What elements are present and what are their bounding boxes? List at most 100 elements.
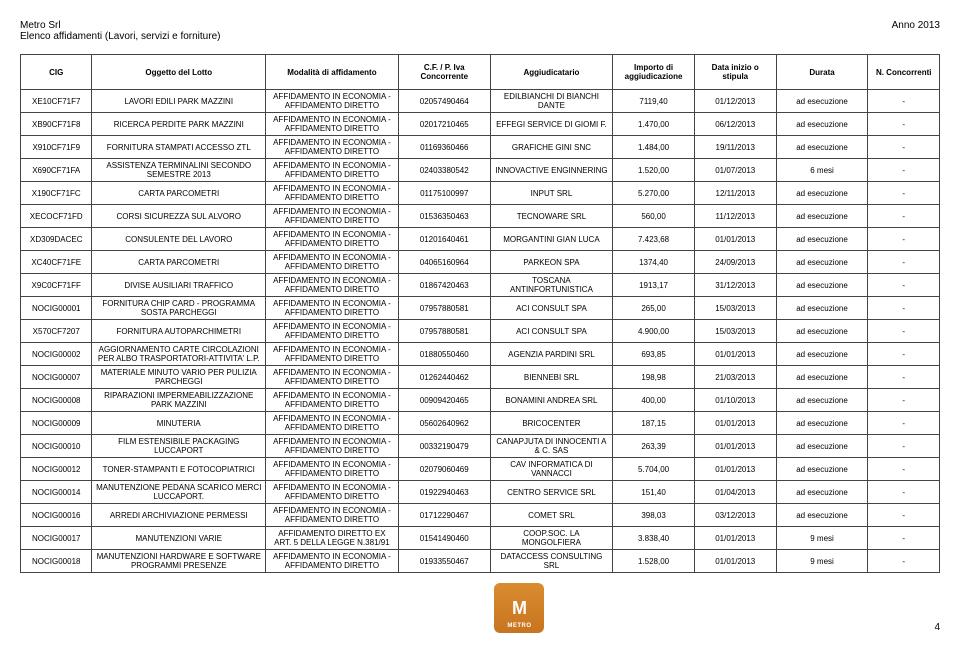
table-cell: - <box>868 297 940 320</box>
table-cell: CANAPJUTA DI INNOCENTI A & C. SAS <box>490 435 613 458</box>
table-cell: 02403380542 <box>398 159 490 182</box>
table-cell: MATERIALE MINUTO VARIO PER PULIZIA PARCH… <box>92 366 266 389</box>
table-cell: ad esecuzione <box>776 251 868 274</box>
table-cell: NOCIG00016 <box>21 504 92 527</box>
table-cell: 5.270,00 <box>613 182 695 205</box>
table-cell: CONSULENTE DEL LAVORO <box>92 228 266 251</box>
table-cell: MANUTENZIONI VARIE <box>92 527 266 550</box>
table-cell: EFFEGI SERVICE DI GIOMI F. <box>490 113 613 136</box>
table-cell: TECNOWARE SRL <box>490 205 613 228</box>
table-cell: DATACCESS CONSULTING SRL <box>490 550 613 573</box>
table-cell: 398,03 <box>613 504 695 527</box>
table-row: X910CF71F9FORNITURA STAMPATI ACCESSO ZTL… <box>21 136 940 159</box>
table-row: NOCIG00001FORNITURA CHIP CARD - PROGRAMM… <box>21 297 940 320</box>
table-cell: AFFIDAMENTO IN ECONOMIA - AFFIDAMENTO DI… <box>266 136 399 159</box>
table-cell: 6 mesi <box>776 159 868 182</box>
table-cell: - <box>868 159 940 182</box>
table-cell: FORNITURA CHIP CARD - PROGRAMMA SOSTA PA… <box>92 297 266 320</box>
table-cell: 01712290467 <box>398 504 490 527</box>
metro-logo: M METRO <box>494 583 544 633</box>
table-cell: CENTRO SERVICE SRL <box>490 481 613 504</box>
table-cell: NOCIG00017 <box>21 527 92 550</box>
table-cell: AFFIDAMENTO IN ECONOMIA - AFFIDAMENTO DI… <box>266 412 399 435</box>
table-cell: LAVORI EDILI PARK MAZZINI <box>92 90 266 113</box>
table-cell: MANUTENZIONI HARDWARE E SOFTWARE PROGRAM… <box>92 550 266 573</box>
table-cell: NOCIG00010 <box>21 435 92 458</box>
table-cell: - <box>868 412 940 435</box>
table-cell: AFFIDAMENTO IN ECONOMIA - AFFIDAMENTO DI… <box>266 90 399 113</box>
table-cell: AFFIDAMENTO IN ECONOMIA - AFFIDAMENTO DI… <box>266 504 399 527</box>
table-cell: X9C0CF71FF <box>21 274 92 297</box>
table-cell: RICERCA PERDITE PARK MAZZINI <box>92 113 266 136</box>
table-cell: 01201640461 <box>398 228 490 251</box>
table-cell: MORGANTINI GIAN LUCA <box>490 228 613 251</box>
table-row: NOCIG00016ARREDI ARCHIVIAZIONE PERMESSIA… <box>21 504 940 527</box>
table-cell: NOCIG00007 <box>21 366 92 389</box>
table-cell: 265,00 <box>613 297 695 320</box>
table-cell: ASSISTENZA TERMINALINI SECONDO SEMESTRE … <box>92 159 266 182</box>
table-cell: ad esecuzione <box>776 274 868 297</box>
table-cell: - <box>868 113 940 136</box>
table-cell: AFFIDAMENTO IN ECONOMIA - AFFIDAMENTO DI… <box>266 458 399 481</box>
table-body: XE10CF71F7LAVORI EDILI PARK MAZZINIAFFID… <box>21 90 940 573</box>
logo-m-glyph: M <box>512 598 527 618</box>
table-cell: 01/01/2013 <box>694 458 776 481</box>
table-cell: AFFIDAMENTO IN ECONOMIA - AFFIDAMENTO DI… <box>266 481 399 504</box>
table-cell: COOP.SOC. LA MONGOLFIERA <box>490 527 613 550</box>
table-cell: ad esecuzione <box>776 389 868 412</box>
table-cell: - <box>868 90 940 113</box>
table-cell: 02017210465 <box>398 113 490 136</box>
table-cell: 01/01/2013 <box>694 343 776 366</box>
table-cell: AFFIDAMENTO DIRETTO EX ART. 5 DELLA LEGG… <box>266 527 399 550</box>
table-cell: 05602640962 <box>398 412 490 435</box>
table-cell: 01922940463 <box>398 481 490 504</box>
table-row: NOCIG00008RIPARAZIONI IMPERMEABILIZZAZIO… <box>21 389 940 412</box>
table-cell: ad esecuzione <box>776 504 868 527</box>
table-cell: NOCIG00014 <box>21 481 92 504</box>
table-row: NOCIG00014MANUTENZIONE PEDANA SCARICO ME… <box>21 481 940 504</box>
table-cell: 01536350463 <box>398 205 490 228</box>
table-cell: - <box>868 343 940 366</box>
table-cell: AFFIDAMENTO IN ECONOMIA - AFFIDAMENTO DI… <box>266 251 399 274</box>
table-cell: AFFIDAMENTO IN ECONOMIA - AFFIDAMENTO DI… <box>266 274 399 297</box>
table-cell: MANUTENZIONE PEDANA SCARICO MERCI LUCCAP… <box>92 481 266 504</box>
table-cell: XB90CF71F8 <box>21 113 92 136</box>
table-cell: - <box>868 228 940 251</box>
table-cell: COMET SRL <box>490 504 613 527</box>
table-cell: 1913,17 <box>613 274 695 297</box>
table-cell: AFFIDAMENTO IN ECONOMIA - AFFIDAMENTO DI… <box>266 159 399 182</box>
table-cell: 02079060469 <box>398 458 490 481</box>
table-cell: TOSCANA ANTINFORTUNISTICA <box>490 274 613 297</box>
table-row: XECOCF71FDCORSI SICUREZZA SUL ALVOROAFFI… <box>21 205 940 228</box>
table-cell: XD309DACEC <box>21 228 92 251</box>
table-cell: 15/03/2013 <box>694 297 776 320</box>
table-cell: 01/01/2013 <box>694 435 776 458</box>
table-cell: 5.704,00 <box>613 458 695 481</box>
table-cell: BRICOCENTER <box>490 412 613 435</box>
table-cell: ad esecuzione <box>776 366 868 389</box>
table-row: X570CF7207FORNITURA AUTOPARCHIMETRIAFFID… <box>21 320 940 343</box>
table-cell: CORSI SICUREZZA SUL ALVORO <box>92 205 266 228</box>
table-cell: 01/01/2013 <box>694 527 776 550</box>
table-cell: AFFIDAMENTO IN ECONOMIA - AFFIDAMENTO DI… <box>266 113 399 136</box>
table-cell: 400,00 <box>613 389 695 412</box>
table-cell: 02057490464 <box>398 90 490 113</box>
table-cell: - <box>868 320 940 343</box>
table-cell: 560,00 <box>613 205 695 228</box>
table-cell: AFFIDAMENTO IN ECONOMIA - AFFIDAMENTO DI… <box>266 343 399 366</box>
table-row: NOCIG00002AGGIORNAMENTO CARTE CIRCOLAZIO… <box>21 343 940 366</box>
table-cell: 693,85 <box>613 343 695 366</box>
table-cell: AFFIDAMENTO IN ECONOMIA - AFFIDAMENTO DI… <box>266 297 399 320</box>
table-cell: XC40CF71FE <box>21 251 92 274</box>
table-cell: 01/01/2013 <box>694 550 776 573</box>
table-cell: CAV INFORMATICA DI VANNACCI <box>490 458 613 481</box>
table-cell: GRAFICHE GINI SNC <box>490 136 613 159</box>
table-cell: ad esecuzione <box>776 458 868 481</box>
table-cell: - <box>868 182 940 205</box>
logo-brand-text: METRO <box>507 623 531 629</box>
table-cell: 31/12/2013 <box>694 274 776 297</box>
table-cell: AFFIDAMENTO IN ECONOMIA - AFFIDAMENTO DI… <box>266 366 399 389</box>
col-header: CIG <box>21 55 92 90</box>
table-row: NOCIG00018MANUTENZIONI HARDWARE E SOFTWA… <box>21 550 940 573</box>
table-cell: ad esecuzione <box>776 343 868 366</box>
